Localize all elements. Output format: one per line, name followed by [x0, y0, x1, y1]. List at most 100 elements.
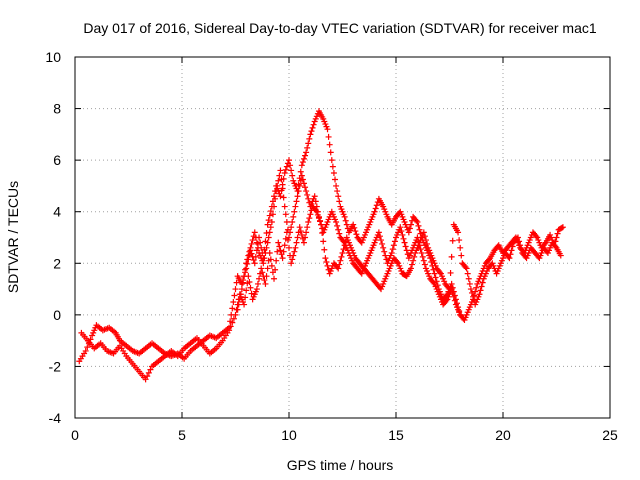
data-point — [407, 221, 414, 228]
data-point — [308, 128, 315, 135]
data-point — [552, 243, 559, 250]
data-point — [305, 219, 312, 226]
data-point — [248, 290, 255, 297]
data-point — [431, 270, 438, 277]
data-point — [330, 170, 337, 177]
data-point — [306, 215, 313, 222]
y-axis-label: SDTVAR / TECUs — [5, 181, 21, 293]
data-point — [306, 135, 313, 142]
data-point — [264, 265, 271, 272]
data-point — [413, 217, 420, 224]
data-point — [237, 291, 244, 298]
data-point — [313, 203, 320, 210]
data-point — [327, 149, 334, 156]
data-point — [476, 291, 483, 298]
data-point — [450, 293, 457, 300]
data-point — [288, 224, 295, 231]
data-point — [416, 242, 423, 249]
data-point — [276, 172, 283, 179]
data-point — [405, 229, 412, 236]
data-point — [279, 255, 286, 262]
data-point — [336, 261, 343, 268]
data-point — [420, 257, 427, 264]
data-point — [462, 264, 469, 271]
data-point — [286, 157, 292, 164]
data-point — [312, 198, 319, 205]
data-point — [261, 255, 268, 262]
data-point — [295, 188, 302, 195]
data-point — [238, 286, 245, 293]
data-point — [232, 286, 239, 293]
data-point — [416, 226, 423, 233]
data-point — [554, 230, 561, 237]
data-point — [411, 253, 418, 260]
data-point — [418, 249, 425, 256]
data-point — [445, 284, 452, 291]
data-point — [341, 213, 348, 220]
data-point — [281, 242, 288, 249]
data-point — [243, 260, 250, 267]
data-point — [254, 244, 261, 251]
data-point — [477, 287, 484, 294]
data-point — [264, 239, 271, 246]
data-point — [382, 252, 389, 259]
data-point — [288, 260, 295, 267]
data-point — [467, 286, 474, 293]
data-point — [398, 228, 405, 235]
data-point — [280, 248, 287, 255]
data-point — [317, 217, 324, 224]
data-point — [297, 228, 304, 235]
data-point — [337, 257, 344, 264]
data-point — [336, 198, 343, 205]
data-point — [142, 376, 149, 383]
data-point — [391, 238, 398, 245]
data-point — [243, 287, 250, 294]
data-point — [297, 168, 304, 175]
series-track-c — [234, 167, 464, 318]
data-point — [246, 248, 253, 255]
data-point — [247, 284, 254, 291]
y-tick-label: 8 — [53, 101, 61, 117]
data-point — [296, 224, 303, 231]
data-point — [82, 347, 89, 354]
data-point — [309, 124, 316, 131]
data-point — [294, 234, 301, 241]
data-point — [281, 203, 288, 210]
y-tick-label: 4 — [53, 204, 61, 220]
data-point — [533, 233, 540, 240]
y-tick-label: 0 — [53, 307, 61, 323]
data-point — [87, 336, 94, 343]
data-point — [299, 159, 306, 166]
data-point — [373, 202, 380, 209]
data-point — [239, 279, 246, 286]
data-point — [553, 234, 560, 241]
data-point — [449, 289, 456, 296]
data-point — [300, 155, 307, 162]
data-point — [302, 184, 309, 191]
data-point — [407, 265, 414, 272]
data-point — [251, 260, 258, 267]
data-point — [508, 247, 515, 254]
data-point — [234, 306, 241, 313]
data-point — [287, 229, 294, 236]
data-point — [325, 133, 332, 140]
data-point — [457, 244, 464, 251]
data-point — [388, 249, 395, 256]
data-point — [262, 249, 269, 256]
data-point — [342, 217, 349, 224]
data-point — [517, 242, 524, 249]
data-point — [340, 246, 347, 253]
data-point — [328, 157, 335, 164]
data-point — [421, 233, 428, 240]
data-point — [380, 244, 387, 251]
data-point — [402, 243, 409, 250]
data-point — [311, 193, 318, 200]
data-point — [227, 323, 234, 330]
data-point — [230, 315, 237, 322]
data-point — [279, 185, 286, 192]
data-point — [268, 219, 275, 226]
data-point — [268, 262, 275, 269]
data-point — [334, 188, 341, 195]
data-point — [276, 243, 283, 250]
